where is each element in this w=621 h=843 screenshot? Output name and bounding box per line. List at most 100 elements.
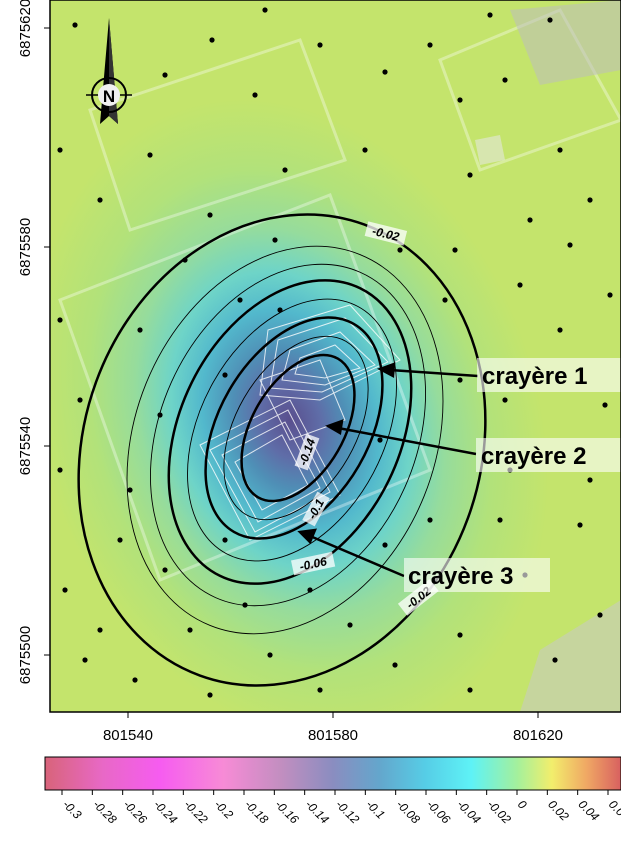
measurement-point xyxy=(127,487,133,493)
measurement-point xyxy=(317,42,323,48)
legend-tick-label: -0.12 xyxy=(333,797,362,826)
legend-tick-label: -0.28 xyxy=(90,797,119,826)
measurement-point xyxy=(587,477,593,483)
legend-tick-label: -0.18 xyxy=(242,797,271,826)
measurement-point xyxy=(392,662,398,668)
measurement-point xyxy=(82,657,88,663)
contour-lines xyxy=(77,213,487,687)
measurement-point xyxy=(307,587,313,593)
measurement-point xyxy=(577,522,583,528)
callout-arrows xyxy=(297,362,479,578)
measurement-point xyxy=(427,42,433,48)
x-tick-label: 801580 xyxy=(308,727,358,744)
legend-tick-label: -0.1 xyxy=(363,797,388,822)
y-tick-label: 6875540 xyxy=(17,417,34,475)
legend-tick-label: -0.14 xyxy=(303,797,332,826)
measurement-point xyxy=(57,317,63,323)
measurement-point xyxy=(427,517,433,523)
legend-tick-label: -0.08 xyxy=(394,797,423,826)
measurement-point xyxy=(182,257,188,263)
measurement-point xyxy=(147,152,153,158)
legend-tick-label: -0.2 xyxy=(212,797,237,822)
legend-tick-label: -0.24 xyxy=(151,797,180,826)
measurement-point xyxy=(457,632,463,638)
measurement-point xyxy=(502,77,508,83)
aerial-photo-buildings xyxy=(475,0,621,712)
measurement-point xyxy=(527,217,533,223)
measurement-point xyxy=(282,167,288,173)
measurement-point xyxy=(517,282,523,288)
legend-tick-label: 0 xyxy=(515,797,530,812)
measurement-point xyxy=(267,652,273,658)
measurement-point xyxy=(252,92,258,98)
measurement-point xyxy=(207,692,213,698)
legend-tick-label: -0.16 xyxy=(272,797,301,826)
x-tick-label: 801540 xyxy=(103,727,153,744)
measurement-point xyxy=(317,687,323,693)
callout-crayere-2: crayère 2 xyxy=(481,443,586,470)
legend-tick-label: -0.06 xyxy=(424,797,453,826)
measurement-point xyxy=(382,69,388,75)
measurement-point xyxy=(442,297,448,303)
measurement-point xyxy=(362,147,368,153)
callout-crayere-3: crayère 3 xyxy=(408,563,513,590)
measurement-point xyxy=(567,242,573,248)
y-tick-label: 6875500 xyxy=(17,626,34,684)
measurement-point xyxy=(62,587,68,593)
measurement-point xyxy=(487,12,493,18)
legend-tick-label: -0.3 xyxy=(60,797,85,822)
measurement-point xyxy=(97,197,103,203)
measurement-point xyxy=(457,377,463,383)
measurement-point xyxy=(262,7,268,13)
measurement-point xyxy=(602,402,608,408)
x-tick-label: 801620 xyxy=(513,727,563,744)
legend-tick-label: -0.04 xyxy=(454,797,483,826)
measurement-point xyxy=(77,397,83,403)
measurement-point xyxy=(222,372,228,378)
map-panel: -0.02 -0.02 -0.06 -0.1 -0.14 crayère 1 c… xyxy=(50,0,621,712)
legend-tick-label: 0.06 xyxy=(606,797,621,824)
x-axis: 801540 801580 801620 xyxy=(103,712,563,744)
measurement-point xyxy=(347,622,353,628)
legend-tick-label: -0.02 xyxy=(485,797,514,826)
legend-tick-label: 0.04 xyxy=(576,797,603,824)
measurement-point xyxy=(132,677,138,683)
callout-crayere-1: crayère 1 xyxy=(482,363,587,390)
measurement-point xyxy=(222,537,228,543)
north-arrow-icon: N xyxy=(86,18,132,124)
measurement-point xyxy=(377,437,383,443)
measurement-point xyxy=(97,627,103,633)
y-tick-label: 6875620 xyxy=(17,0,34,57)
measurement-point xyxy=(502,397,508,403)
north-label: N xyxy=(103,87,115,106)
measurement-point xyxy=(72,22,78,28)
measurement-point xyxy=(452,247,458,253)
measurement-point xyxy=(242,602,248,608)
measurement-point xyxy=(597,612,603,618)
color-legend: -0.3 -0.28 -0.26 -0.24 -0.22 -0.2 -0.18 -0.16 -0… xyxy=(44,756,621,827)
measurement-point xyxy=(272,237,278,243)
contour-label: -0.06 xyxy=(298,554,328,573)
measurement-point xyxy=(552,657,558,663)
measurement-point xyxy=(457,97,463,103)
y-tick-label: 6875580 xyxy=(17,218,34,276)
measurement-point xyxy=(467,172,473,178)
measurement-point xyxy=(137,327,143,333)
measurement-point xyxy=(117,537,123,543)
measurement-point xyxy=(277,307,283,313)
legend-color-bar xyxy=(44,756,621,791)
measurement-point xyxy=(162,72,168,78)
measurement-point xyxy=(557,147,563,153)
measurement-point xyxy=(607,292,613,298)
measurement-point xyxy=(587,197,593,203)
measurement-point xyxy=(237,297,243,303)
anomaly-field xyxy=(50,0,621,712)
contour-label: -0.02 xyxy=(371,224,401,244)
map-border xyxy=(49,0,621,713)
measurement-point xyxy=(557,327,563,333)
measurement-point xyxy=(57,147,63,153)
measurement-point xyxy=(397,247,403,253)
measurement-points xyxy=(57,7,613,698)
measurement-point xyxy=(547,17,553,23)
